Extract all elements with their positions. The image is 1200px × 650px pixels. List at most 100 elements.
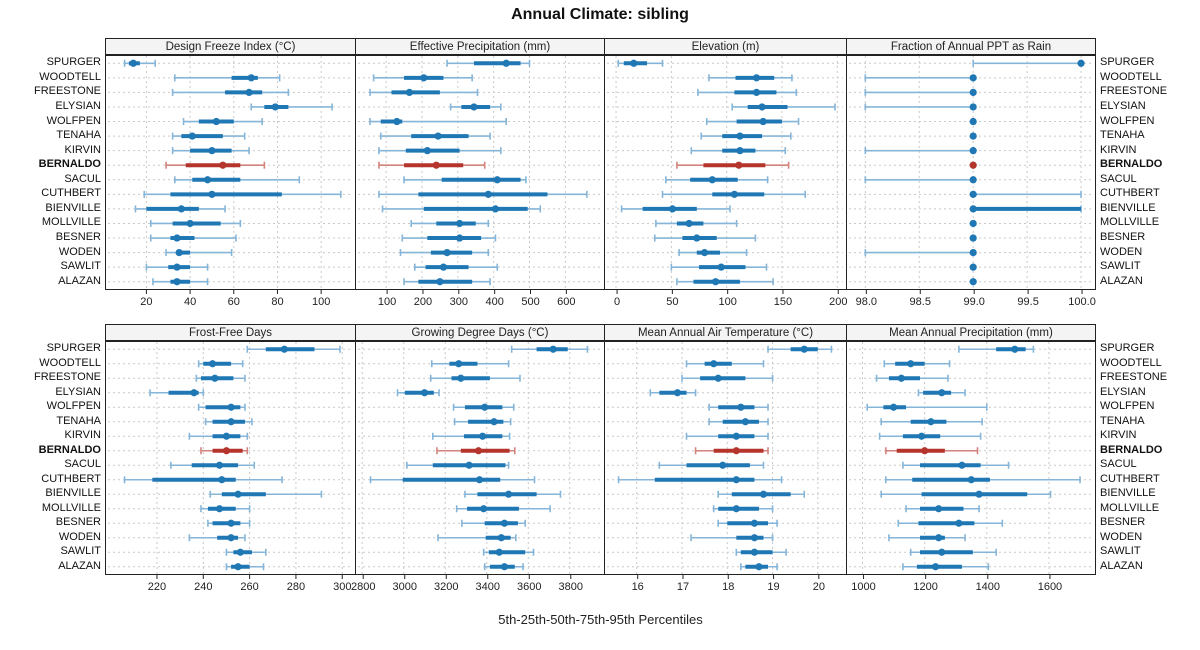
series-bernaldo: [694, 447, 769, 455]
series-woden: [188, 534, 246, 542]
site-label-right: BERNALDO: [1100, 443, 1163, 456]
series-wolfpen: [969, 117, 977, 126]
tick-label: 200: [414, 296, 432, 308]
site-label-left: FREESTONE: [33, 85, 101, 98]
tick-label: 3200: [434, 581, 458, 593]
series-woden: [690, 534, 774, 542]
series-woodtell: [197, 360, 244, 368]
tick-label: 1600: [1038, 581, 1062, 593]
series-bernaldo: [436, 447, 516, 455]
site-label-left: BESNER: [55, 516, 101, 529]
series-mollville: [905, 505, 980, 513]
series-woodtell: [372, 74, 473, 82]
series-kirvin: [864, 147, 977, 155]
series-elysian: [449, 103, 502, 111]
series-freestone: [697, 88, 798, 97]
series-alazan: [676, 278, 774, 286]
tick-label: 1000: [851, 581, 875, 593]
series-sawlit: [969, 263, 977, 271]
x-axis: 16 17 18 19 20: [632, 575, 825, 593]
site-label-left: CUTHBERT: [41, 472, 101, 485]
series-woden: [437, 534, 517, 542]
x-axis: 1000 1200 1400 1600: [851, 575, 1062, 593]
series-tenaha: [700, 132, 792, 140]
series-cuthbert: [969, 190, 1082, 198]
x-axis: 100 200 300 400 500 600: [378, 290, 576, 308]
site-label-right: BIENVILLE: [1100, 201, 1156, 214]
tick-label: 500: [521, 296, 539, 308]
plot-canvas: [108, 342, 353, 574]
series-tenaha: [453, 418, 512, 426]
site-label-left: SAWLIT: [60, 545, 101, 558]
series-alazan: [969, 278, 977, 286]
plot-area: [105, 55, 356, 290]
series-elysian: [649, 389, 697, 397]
series-bienville: [209, 490, 323, 498]
series-alazan: [902, 563, 990, 571]
tick-label: 2800: [351, 581, 375, 593]
tick-label: 100: [718, 296, 736, 308]
series-sawlit: [145, 263, 209, 271]
tick-label: 60: [228, 296, 240, 308]
series-freestone: [171, 88, 290, 97]
site-label-left: MOLLVILLE: [41, 216, 101, 229]
site-label-right: FREESTONE: [1100, 85, 1168, 98]
plot-canvas: [108, 56, 353, 289]
site-label-right: SAWLIT: [1100, 260, 1141, 273]
series-besner: [149, 234, 237, 242]
series-kirvin: [431, 432, 511, 440]
site-label-right: MOLLVILLE: [1100, 501, 1160, 514]
series-freestone: [864, 88, 977, 97]
series-sacul: [864, 176, 977, 184]
panel-header: Elevation (m): [605, 38, 847, 55]
plot-area: [605, 55, 847, 290]
series-mollville: [149, 219, 242, 228]
site-label-left: FREESTONE: [33, 371, 101, 384]
tick-label: 100.0: [1068, 296, 1096, 308]
tick-label: 20: [140, 296, 152, 308]
site-label-left: CUTHBERT: [41, 187, 101, 200]
tick-label: 98.0: [856, 296, 877, 308]
tick-label: 3800: [559, 581, 583, 593]
site-label-right: WOLFPEN: [1100, 114, 1155, 127]
site-label-left: MOLLVILLE: [41, 501, 101, 514]
plot-canvas: [607, 56, 843, 289]
series-mollville: [200, 505, 251, 513]
series-besner: [717, 519, 778, 527]
series-kirvin: [878, 432, 982, 440]
tick-label: 20: [813, 581, 825, 593]
series-tenaha: [969, 132, 977, 140]
site-label-right: MOLLVILLE: [1100, 216, 1160, 229]
series-spurger: [446, 59, 531, 67]
plot-canvas: [849, 56, 1092, 289]
site-label-left: ELYSIAN: [55, 385, 101, 398]
site-label-left: SAWLIT: [60, 260, 101, 273]
site-label-right: SAWLIT: [1100, 545, 1141, 558]
series-alazan: [403, 278, 491, 286]
series-kirvin: [188, 432, 249, 440]
plot-area: [105, 341, 356, 575]
site-label-left: SACUL: [64, 458, 101, 471]
series-woodtell: [430, 360, 510, 368]
site-label-right: WOODTELL: [1100, 356, 1162, 369]
series-bernaldo: [200, 447, 249, 455]
site-label-right: ALAZAN: [1100, 274, 1143, 287]
tick-label: 40: [184, 296, 196, 308]
series-besner: [653, 234, 757, 242]
tick-label: 400: [485, 296, 503, 308]
site-label-right: ELYSIAN: [1100, 385, 1146, 398]
series-woden: [399, 248, 490, 257]
series-sawlit: [413, 263, 499, 271]
series-alazan: [483, 563, 524, 571]
plot-area: [847, 55, 1096, 290]
tick-label: 300: [450, 296, 468, 308]
plot-canvas: [849, 342, 1092, 574]
series-woden: [678, 248, 748, 257]
series-bienville: [880, 490, 1052, 498]
series-spurger: [617, 59, 664, 67]
site-label-left: WOODTELL: [39, 356, 101, 369]
series-alazan: [225, 563, 265, 571]
plot-area: [356, 341, 605, 575]
tick-label: 100: [312, 296, 330, 308]
